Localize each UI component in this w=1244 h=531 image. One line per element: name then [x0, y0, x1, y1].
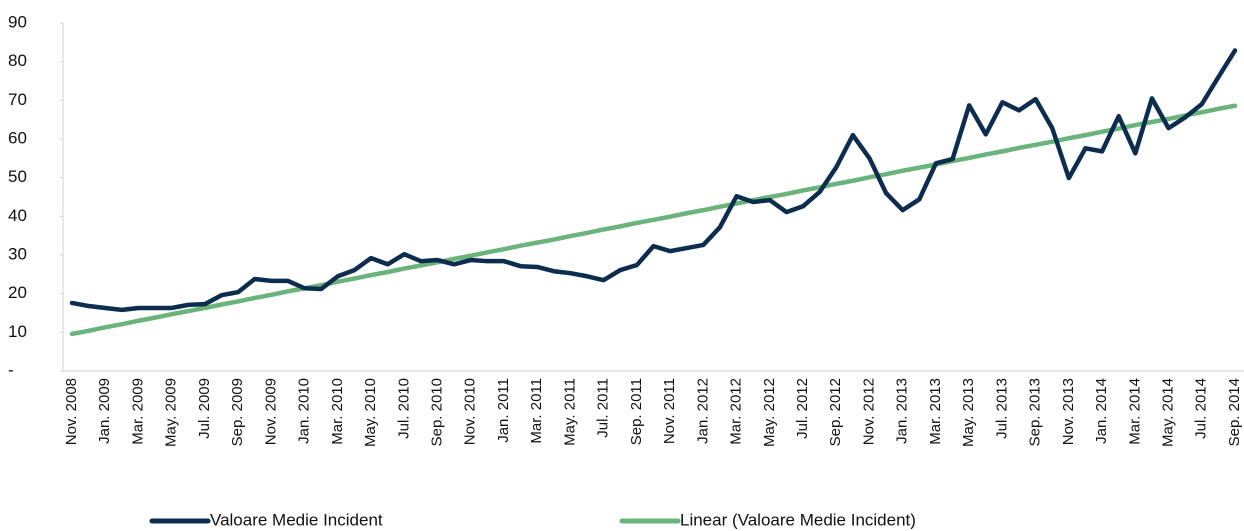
x-tick-label: Jul. 2012 [794, 378, 811, 439]
x-tick-label: Nov. 2013 [1060, 378, 1077, 445]
y-tick-label: 90 [8, 12, 27, 31]
x-tick-label: Nov. 2012 [860, 378, 877, 445]
x-tick-label: Sep. 2012 [827, 378, 844, 446]
legend-label: Linear (Valoare Medie Incident) [680, 510, 916, 529]
x-tick-label: Jul. 2013 [993, 378, 1010, 439]
x-tick-label: Nov. 2011 [661, 378, 678, 444]
x-tick-label: Sep. 2014 [1226, 378, 1243, 446]
x-tick-label: Jan. 2009 [96, 378, 113, 444]
x-tick-label: Sep. 2013 [1027, 378, 1044, 446]
x-tick-label: Jan. 2012 [694, 378, 711, 444]
y-tick-label: - [8, 360, 14, 379]
y-tick-label: 70 [8, 90, 27, 109]
x-tick-label: Mar. 2011 [528, 378, 545, 444]
x-tick-label: Nov. 2009 [262, 378, 279, 445]
x-tick-label: Jul. 2014 [1193, 378, 1210, 439]
x-tick-label: May. 2013 [960, 378, 977, 447]
x-tick-label: May. 2009 [163, 378, 180, 447]
x-tick-label: Mar. 2009 [129, 378, 146, 445]
x-tick-label: May. 2012 [761, 378, 778, 447]
x-tick-label: Jan. 2014 [1093, 378, 1110, 444]
x-tick-label: Mar. 2014 [1126, 378, 1143, 445]
x-tick-label: Jan. 2010 [296, 378, 313, 444]
x-tick-label: Nov. 2010 [462, 378, 479, 445]
x-tick-label: Jul. 2010 [395, 378, 412, 439]
x-tick-label: May. 2010 [362, 378, 379, 447]
y-tick-label: 30 [8, 244, 27, 263]
y-tick-label: 10 [8, 322, 27, 341]
x-tick-label: Sep. 2009 [229, 378, 246, 446]
data-line [69, 103, 1238, 337]
x-tick-label: May. 2014 [1160, 378, 1177, 447]
x-tick-label: Mar. 2013 [927, 378, 944, 445]
x-tick-label: Jul. 2009 [196, 378, 213, 439]
data-line [69, 48, 1238, 313]
legend-label: Valoare Medie Incident [210, 510, 383, 529]
x-tick-label: Jul. 2011 [595, 378, 612, 438]
y-tick-label: 80 [8, 51, 27, 70]
y-tick-label: 40 [8, 206, 27, 225]
y-tick-label: 60 [8, 128, 27, 147]
x-tick-label: Mar. 2010 [329, 378, 346, 445]
x-tick-label: May. 2011 [561, 378, 578, 446]
x-tick-label: Sep. 2011 [628, 378, 645, 445]
x-tick-label: Sep. 2010 [428, 378, 445, 446]
x-tick-label: Nov. 2008 [63, 378, 80, 445]
x-tick-label: Mar. 2012 [728, 378, 745, 445]
x-tick-label: Jan. 2011 [495, 378, 512, 443]
y-tick-label: 20 [8, 283, 27, 302]
x-tick-label: Jan. 2013 [894, 378, 911, 444]
y-tick-label: 50 [8, 167, 27, 186]
